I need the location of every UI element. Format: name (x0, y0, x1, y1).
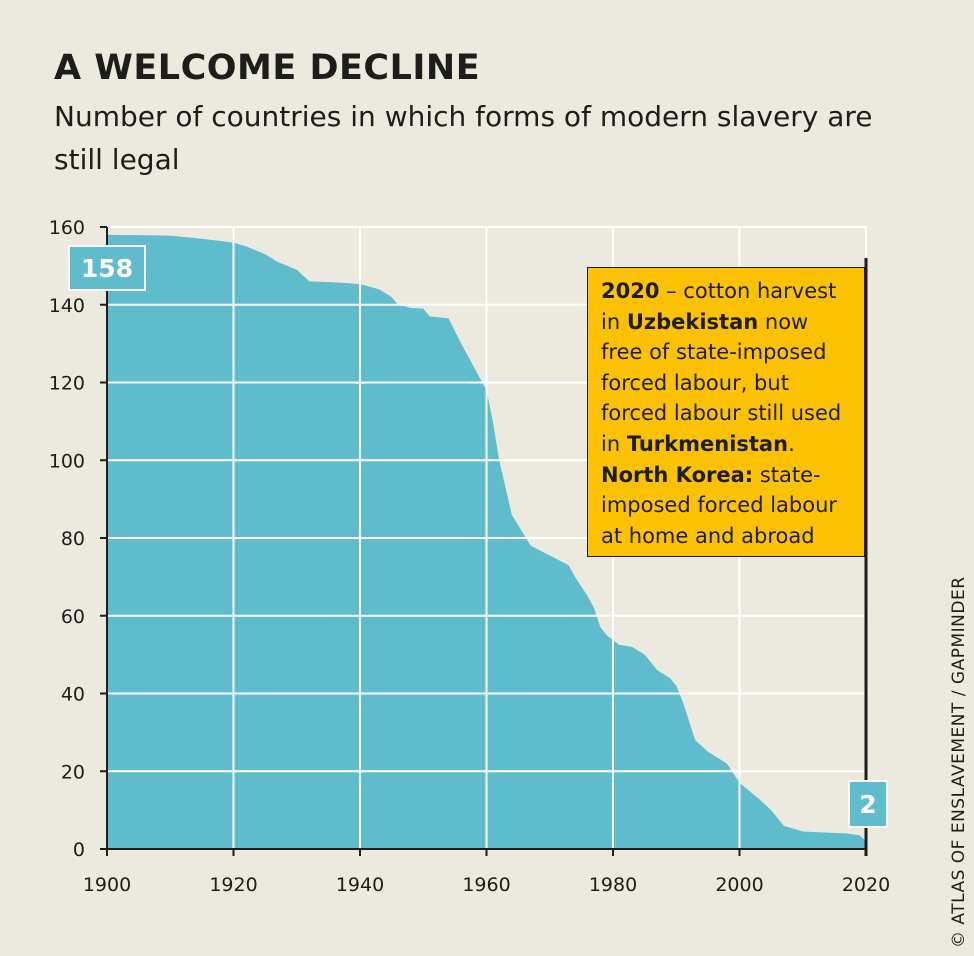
end-value-badge: 2 (848, 780, 888, 828)
chart-subtitle: Number of countries in which forms of mo… (54, 100, 873, 176)
annotation-text-2: now free of state-imposed forced labour,… (601, 309, 842, 456)
y-tick-label: 140 (49, 295, 85, 317)
annotation-country-uzbekistan: Uzbekistan (626, 309, 759, 334)
chart-title: A WELCOME DECLINE (54, 48, 481, 88)
y-tick-label: 60 (61, 606, 85, 628)
annotation-country-north-korea: North Korea: (601, 462, 754, 487)
annotation-text-1: – cotton harvest in (601, 279, 837, 334)
x-tick-label: 1920 (209, 874, 257, 896)
x-tick-label: 1900 (83, 874, 131, 896)
y-tick-label: 100 (49, 450, 85, 472)
annotation-year: 2020 (601, 279, 660, 303)
x-tick-label: 2020 (842, 874, 890, 896)
credit-text: © ATLAS OF ENSLAVEMENT / GAPMINDER (949, 576, 969, 948)
y-tick-label: 160 (49, 217, 85, 239)
annotation-box: 2020 – cotton harvest in Uzbekistan now … (587, 267, 865, 557)
y-tick-label: 20 (61, 761, 85, 783)
x-tick-label: 1960 (462, 874, 510, 896)
y-tick-label: 80 (61, 528, 85, 550)
tick-labels: 0 20 40 60 80 100 120 140 160 1900 1920 1940 1960 198… (49, 217, 890, 896)
annotation-text-4: state-imposed forced labour at home and … (601, 462, 838, 548)
axes (100, 226, 868, 856)
start-value-badge: 158 (68, 245, 146, 291)
y-tick-label: 40 (61, 684, 85, 706)
x-tick-label: 1980 (589, 874, 637, 896)
annotation-country-turkmenistan: Turkmenistan (626, 431, 789, 456)
x-tick-label: 1940 (336, 874, 384, 896)
annotation-text-3: . (788, 431, 795, 456)
x-tick-label: 2000 (715, 874, 763, 896)
y-tick-label: 120 (49, 373, 85, 395)
y-tick-label: 0 (73, 839, 85, 861)
